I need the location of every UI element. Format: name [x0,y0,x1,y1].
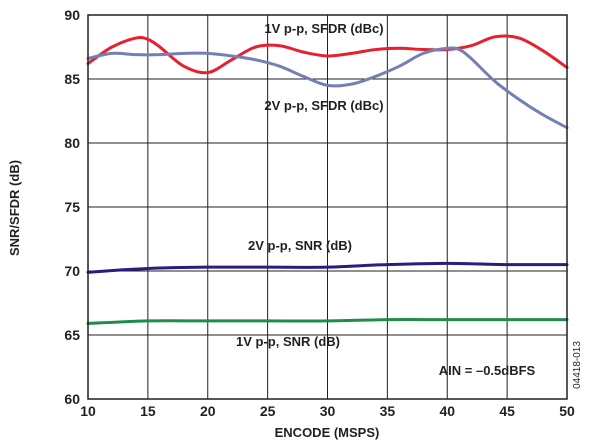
plot-border [87,14,568,400]
series-line-2v-snr [86,261,569,274]
series-label-1v-sfdr: 1V p-p, SFDR (dBc) [264,21,383,36]
x-tick-label: 20 [200,403,216,419]
y-tick-label: 65 [64,327,80,343]
y-tick-label: 75 [64,199,80,215]
x-axis-title: ENCODE (MSPS) [275,425,380,440]
y-tick-label: 85 [64,71,80,87]
x-tick-label: 10 [80,403,96,419]
series-label-2v-sfdr: 2V p-p, SFDR (dBc) [264,98,383,113]
series-line-2v-sfdr [86,46,569,130]
grid [88,15,567,399]
y-tick-label: 90 [64,7,80,23]
y-tick-label: 80 [64,135,80,151]
tick-labels: 10 15 20 25 30 35 40 45 50 60 65 70 75 80 85 90 [64,7,575,419]
x-tick-label: 45 [499,403,515,419]
series-line-1v-sfdr [86,34,569,75]
y-tick-label: 60 [64,391,80,407]
x-tick-label: 15 [140,403,156,419]
x-tick-label: 25 [260,403,276,419]
x-tick-label: 40 [439,403,455,419]
y-axis-title: SNR/SFDR (dB) [7,160,22,256]
series-label-2v-snr: 2V p-p, SNR (dB) [248,238,352,253]
figure-id: 04418-013 [572,341,583,389]
series-label-1v-snr: 1V p-p, SNR (dB) [236,334,340,349]
series-line-1v-snr [86,318,569,325]
series-layer [86,34,569,325]
x-tick-label: 50 [559,403,575,419]
y-tick-label: 70 [64,263,80,279]
condition-annotation: AIN = –0.5dBFS [439,363,536,378]
x-tick-label: 30 [320,403,336,419]
x-tick-label: 35 [380,403,396,419]
